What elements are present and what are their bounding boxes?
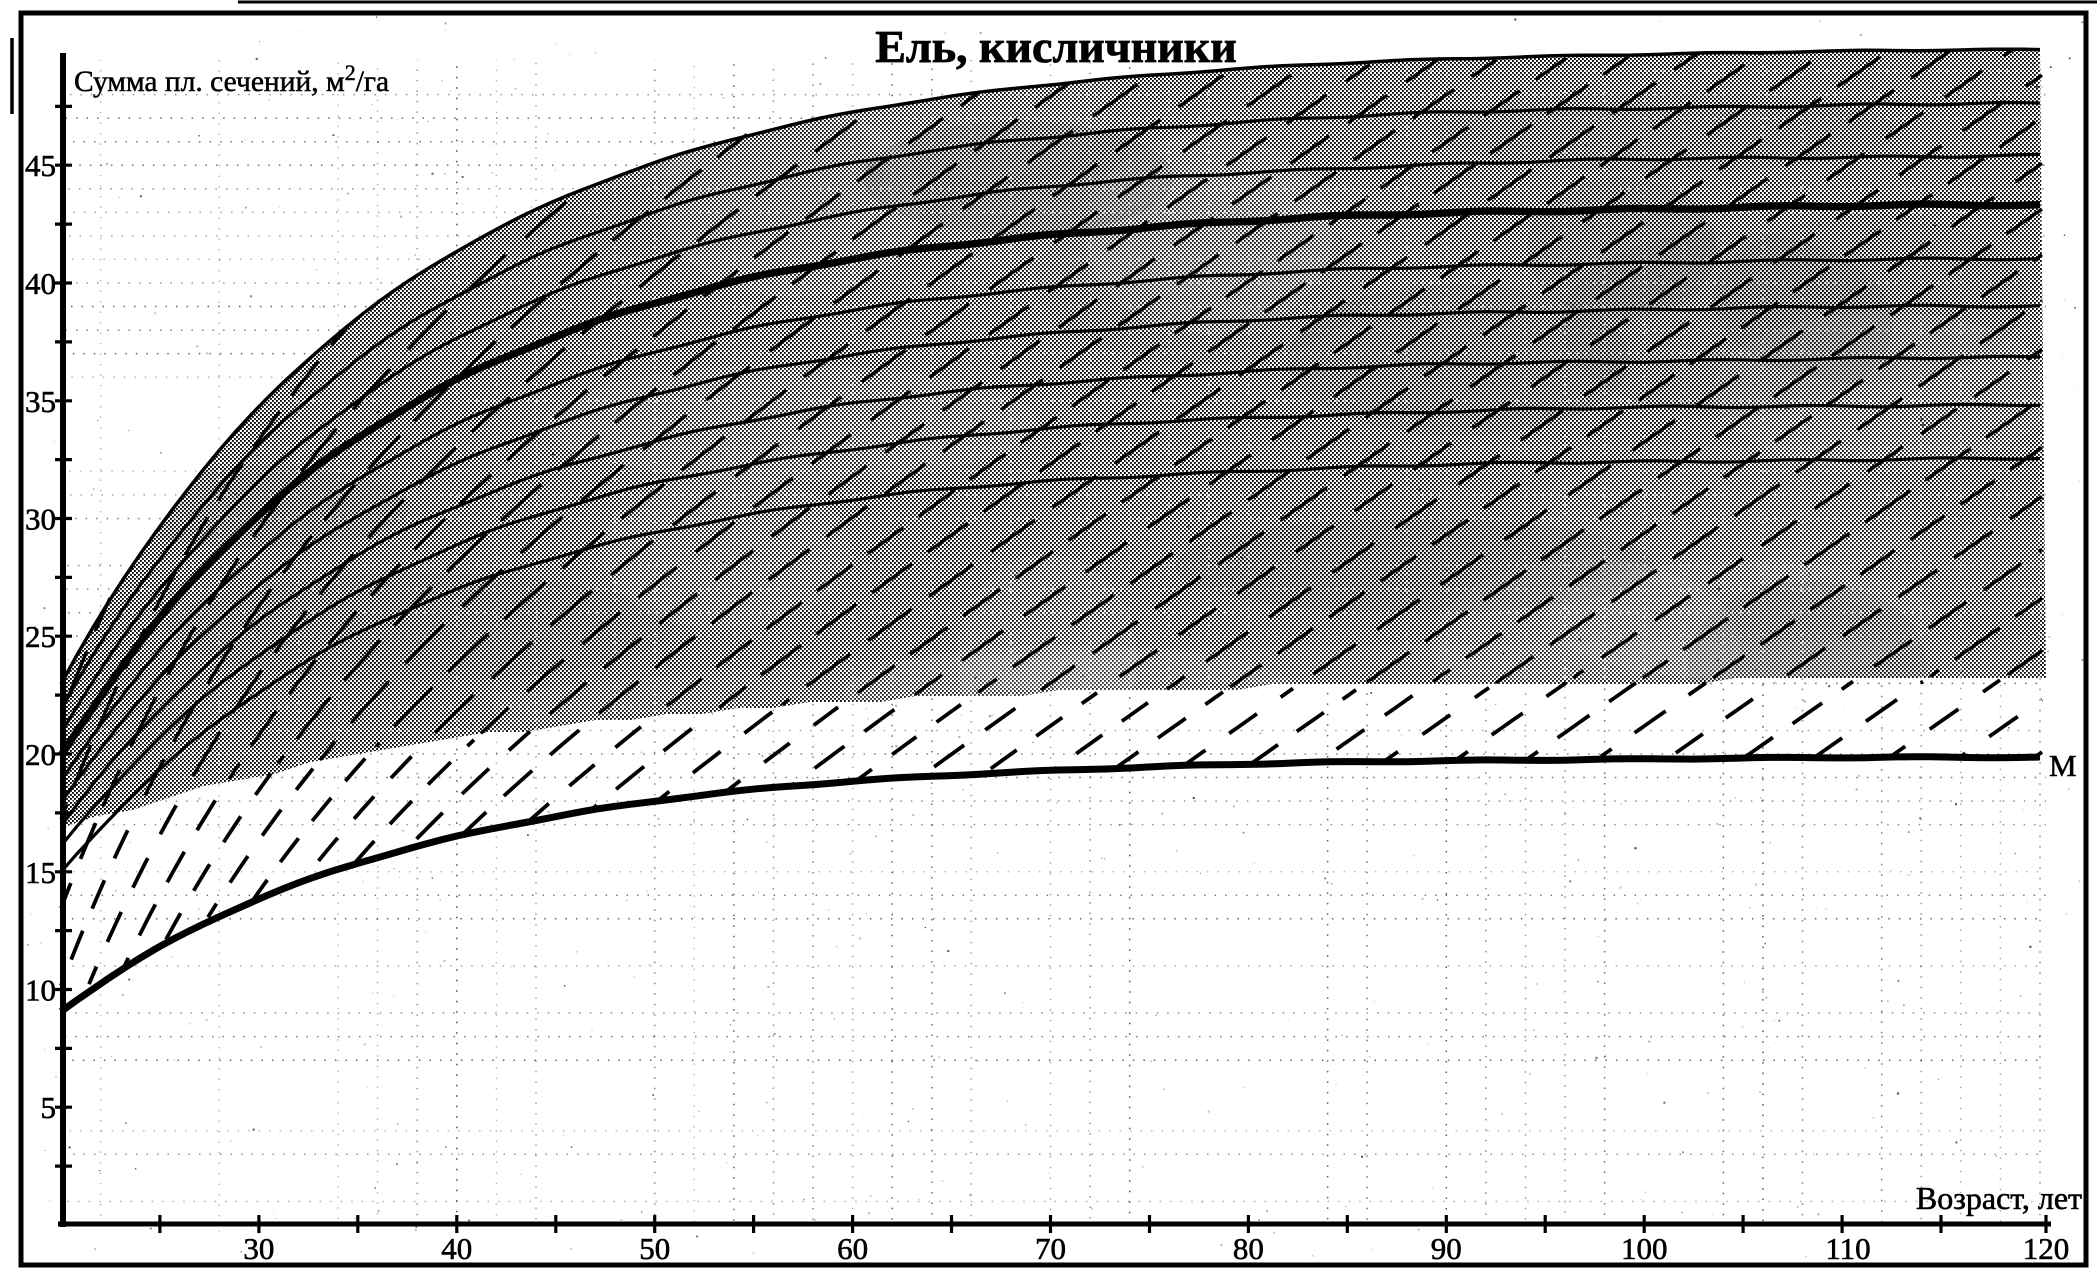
svg-text:10: 10	[25, 973, 56, 1008]
svg-text:45: 45	[25, 148, 56, 183]
svg-text:5: 5	[41, 1090, 57, 1125]
svg-text:40: 40	[441, 1231, 472, 1266]
svg-text:60: 60	[837, 1231, 868, 1266]
svg-text:M: M	[2049, 748, 2077, 783]
svg-text:70: 70	[1035, 1231, 1066, 1266]
svg-text:20: 20	[25, 737, 56, 772]
svg-text:50: 50	[639, 1231, 670, 1266]
svg-text:Ель, кисличники: Ель, кисличники	[875, 21, 1237, 72]
svg-text:110: 110	[1825, 1231, 1870, 1266]
svg-text:30: 30	[25, 502, 56, 537]
svg-text:120: 120	[2023, 1231, 2070, 1266]
svg-text:30: 30	[243, 1231, 274, 1266]
svg-text:15: 15	[25, 855, 56, 890]
svg-text:Возраст, лет: Возраст, лет	[1916, 1180, 2082, 1216]
svg-text:90: 90	[1431, 1231, 1462, 1266]
svg-text:80: 80	[1233, 1231, 1264, 1266]
svg-text:Сумма пл. сечений, м2/га: Сумма пл. сечений, м2/га	[74, 60, 389, 98]
svg-text:40: 40	[25, 266, 56, 301]
svg-text:100: 100	[1621, 1231, 1668, 1266]
svg-text:25: 25	[25, 619, 56, 654]
svg-text:35: 35	[25, 384, 56, 419]
